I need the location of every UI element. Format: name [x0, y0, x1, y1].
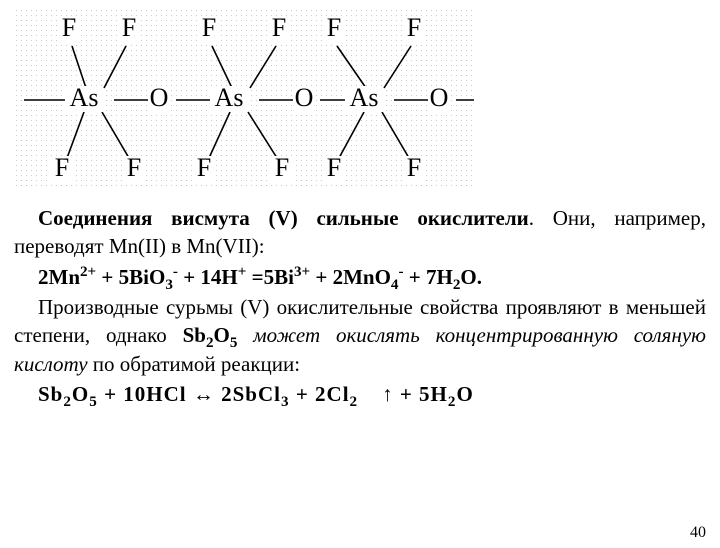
p2-rest: по обратимой реакции:: [88, 352, 301, 376]
svg-text:As: As: [215, 83, 244, 112]
gas-arrow-icon: ↑: [358, 380, 394, 408]
svg-text:O: O: [295, 83, 314, 112]
eq1-part: + 7H: [404, 265, 453, 289]
page-number: 40: [690, 524, 706, 542]
eq1-part: + 14H: [178, 265, 238, 289]
paragraph-1: Соединения висмута (V) сильные окислител…: [14, 204, 706, 261]
equation-2: Sb2O5 + 10HCl ↔ 2SbCl3 + 2Cl2↑ + 5H2O: [14, 380, 706, 408]
chemical-structure-diagram: F F F F F F As O As O As O F F F F F F: [14, 8, 474, 188]
eq2-sub: 5: [89, 394, 98, 410]
svg-text:F: F: [407, 153, 421, 182]
eq2-part: + 5H: [394, 382, 448, 406]
paragraph-2: Производные сурьмы (V) окислительные сво…: [14, 293, 706, 378]
p1-bold: Соединения висмута (V) сильные окислител…: [38, 206, 529, 230]
p2-sb: Sb: [183, 323, 206, 347]
p2-o: O: [214, 323, 230, 347]
eq1-part: + 2MnO: [310, 265, 391, 289]
eq2-sub: 3: [281, 394, 290, 410]
eq2-part: O: [72, 382, 89, 406]
svg-text:O: O: [150, 83, 169, 112]
text-content: Соединения висмута (V) сильные окислител…: [0, 200, 720, 408]
equation-1: 2Mn2+ + 5BiO3- + 14H+ =5Bi3+ + 2MnO4- + …: [14, 263, 706, 291]
svg-text:F: F: [327, 153, 341, 182]
eq2-part: + 10HCl ↔ 2SbCl: [98, 382, 281, 406]
svg-text:As: As: [350, 83, 379, 112]
eq1-sup: 2+: [80, 264, 96, 280]
eq2-part: Sb: [38, 382, 63, 406]
svg-text:F: F: [62, 13, 76, 42]
svg-text:F: F: [327, 13, 341, 42]
svg-text:As: As: [70, 83, 99, 112]
eq1-part: =5Bi: [246, 265, 294, 289]
svg-text:F: F: [407, 13, 421, 42]
p2-sub: 2: [206, 336, 214, 352]
svg-text:F: F: [127, 153, 141, 182]
svg-text:F: F: [55, 153, 69, 182]
p2-space: [237, 323, 253, 347]
svg-text:F: F: [275, 153, 289, 182]
svg-text:F: F: [122, 13, 136, 42]
svg-text:F: F: [197, 153, 211, 182]
eq1-sub: 3: [165, 277, 173, 293]
eq1-sup: 3+: [294, 264, 310, 280]
eq1-part: + 5BiO: [96, 265, 165, 289]
eq1-part: 2Mn: [38, 265, 80, 289]
p2-formula-bold: Sb2O5: [183, 323, 238, 347]
structure-svg: F F F F F F As O As O As O F F F F F F: [14, 8, 474, 188]
eq2-part: + 2Cl: [290, 382, 350, 406]
svg-text:F: F: [272, 13, 286, 42]
svg-text:O: O: [430, 83, 449, 112]
eq1-part: O.: [460, 265, 482, 289]
svg-text:F: F: [202, 13, 216, 42]
eq2-sub: 2: [350, 394, 359, 410]
eq2-sub: 2: [63, 394, 72, 410]
eq2-part: O: [456, 382, 473, 406]
